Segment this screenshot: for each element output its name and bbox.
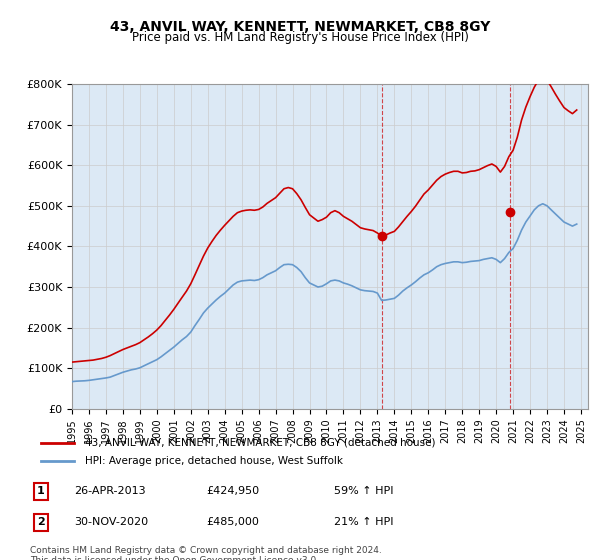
Text: 21% ↑ HPI: 21% ↑ HPI: [334, 517, 393, 527]
Text: 43, ANVIL WAY, KENNETT, NEWMARKET, CB8 8GY: 43, ANVIL WAY, KENNETT, NEWMARKET, CB8 8…: [110, 20, 490, 34]
Text: 26-APR-2013: 26-APR-2013: [74, 487, 146, 496]
Text: HPI: Average price, detached house, West Suffolk: HPI: Average price, detached house, West…: [85, 456, 343, 466]
Text: 30-NOV-2020: 30-NOV-2020: [74, 517, 148, 527]
Text: Price paid vs. HM Land Registry's House Price Index (HPI): Price paid vs. HM Land Registry's House …: [131, 31, 469, 44]
Text: 43, ANVIL WAY, KENNETT, NEWMARKET, CB8 8GY (detached house): 43, ANVIL WAY, KENNETT, NEWMARKET, CB8 8…: [85, 438, 436, 448]
Text: £424,950: £424,950: [206, 487, 260, 496]
Text: 59% ↑ HPI: 59% ↑ HPI: [334, 487, 393, 496]
Text: 1: 1: [37, 487, 45, 496]
Text: £485,000: £485,000: [206, 517, 260, 527]
Text: 2: 2: [37, 517, 45, 527]
Text: Contains HM Land Registry data © Crown copyright and database right 2024.
This d: Contains HM Land Registry data © Crown c…: [30, 546, 382, 560]
